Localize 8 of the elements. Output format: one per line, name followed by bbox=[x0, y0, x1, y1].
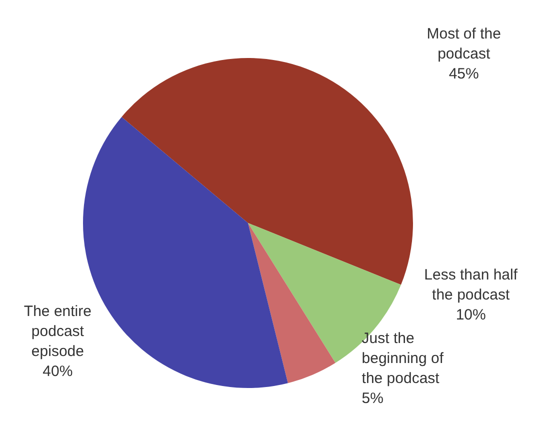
data-label: 5% bbox=[362, 390, 384, 407]
slice-label: Less than half the podcast bbox=[424, 266, 518, 304]
slice-label: Most of the podcast bbox=[426, 26, 501, 63]
data-label: 45% bbox=[448, 66, 479, 83]
slice-label: Just the beginning of the podcast bbox=[362, 330, 444, 387]
data-label: 10% bbox=[456, 306, 486, 324]
data-label: 40% bbox=[42, 363, 73, 380]
slice-label: The entire podcast episode bbox=[24, 303, 92, 360]
